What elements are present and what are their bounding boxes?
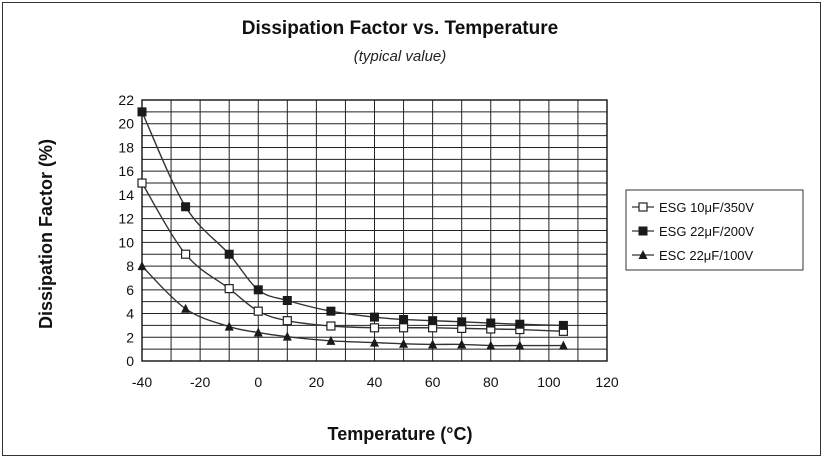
chart-subtitle: (typical value)	[354, 48, 447, 65]
y-tick-label: 10	[118, 234, 134, 250]
data-point	[224, 321, 234, 331]
data-point	[181, 202, 191, 212]
data-point	[326, 321, 336, 331]
y-tick-label: 4	[126, 306, 134, 322]
chart-title: Dissipation Factor vs. Temperature	[242, 18, 558, 39]
data-point	[399, 314, 409, 324]
legend: ESG 10μF/350V ESG 22μF/200V ESC 22μF/100V	[625, 189, 804, 271]
series-1	[137, 178, 569, 336]
data-point	[428, 339, 438, 349]
y-tick-label: 14	[118, 187, 134, 203]
x-tick-label: -20	[190, 374, 210, 390]
data-point	[558, 320, 568, 330]
x-tick-label: 0	[254, 374, 262, 390]
y-tick-label: 0	[126, 353, 134, 369]
data-point	[399, 338, 409, 348]
x-axis-label: Temperature (°C)	[328, 424, 473, 444]
data-point	[224, 284, 234, 294]
y-tick-label: 20	[118, 116, 134, 132]
data-point	[326, 306, 336, 316]
data-point	[370, 337, 379, 347]
data-point	[180, 249, 191, 259]
data-point	[515, 340, 525, 350]
x-tick-label: 80	[483, 374, 499, 390]
y-tick-label: 2	[126, 329, 134, 345]
data-point	[558, 340, 568, 350]
series	[137, 107, 569, 350]
legend-item: ESC 22μF/100V	[632, 248, 754, 263]
data-point	[253, 285, 263, 295]
legend-marker	[638, 226, 648, 236]
legend-box	[625, 189, 804, 271]
y-tick-label: 16	[118, 163, 134, 179]
x-tick-label: 100	[537, 374, 561, 390]
data-point	[224, 249, 234, 259]
legend-item: ESG 10μF/350V	[632, 200, 754, 215]
data-point	[369, 323, 380, 333]
legend-label: ESC 22μF/100V	[659, 248, 754, 263]
y-axis-label: Dissipation Factor (%)	[36, 139, 56, 329]
tick-labels: -40 -20 0 20 40 60 80 100 120 0 2 4 6 8 10 12 14 16 18 20 22	[118, 92, 618, 390]
data-point	[428, 316, 438, 326]
grid	[141, 99, 608, 362]
plot-area-border	[141, 99, 608, 362]
y-tick-label: 22	[118, 92, 134, 108]
data-point	[486, 340, 496, 350]
x-tick-label: 20	[309, 374, 325, 390]
series-3	[137, 261, 568, 350]
data-point	[457, 339, 467, 349]
x-tick-label: 120	[595, 374, 619, 390]
legend-item: ESG 22μF/200V	[632, 224, 754, 239]
x-tick-label: 60	[425, 374, 441, 390]
series-line	[141, 182, 564, 333]
legend-label: ESG 10μF/350V	[659, 200, 754, 215]
data-point	[457, 317, 467, 327]
x-tick-label: 40	[367, 374, 383, 390]
data-point	[137, 178, 147, 188]
y-tick-label: 12	[118, 211, 134, 227]
data-point	[253, 327, 263, 337]
data-point	[282, 295, 292, 305]
legend-marker	[638, 202, 648, 212]
y-tick-label: 8	[126, 258, 134, 274]
series-2	[137, 107, 568, 330]
data-point	[253, 306, 263, 316]
data-point	[370, 312, 379, 322]
data-point	[181, 303, 191, 313]
data-point	[398, 323, 409, 333]
data-point	[515, 319, 525, 329]
data-point	[282, 331, 292, 341]
x-tick-label: -40	[132, 374, 152, 390]
data-point	[137, 261, 147, 271]
legend-marker	[638, 250, 648, 259]
data-point	[137, 107, 147, 117]
data-point	[486, 318, 496, 328]
data-point	[326, 335, 336, 345]
y-tick-label: 6	[126, 282, 134, 298]
y-tick-label: 18	[118, 139, 134, 155]
legend-label: ESG 22μF/200V	[659, 224, 754, 239]
data-point	[282, 316, 292, 326]
